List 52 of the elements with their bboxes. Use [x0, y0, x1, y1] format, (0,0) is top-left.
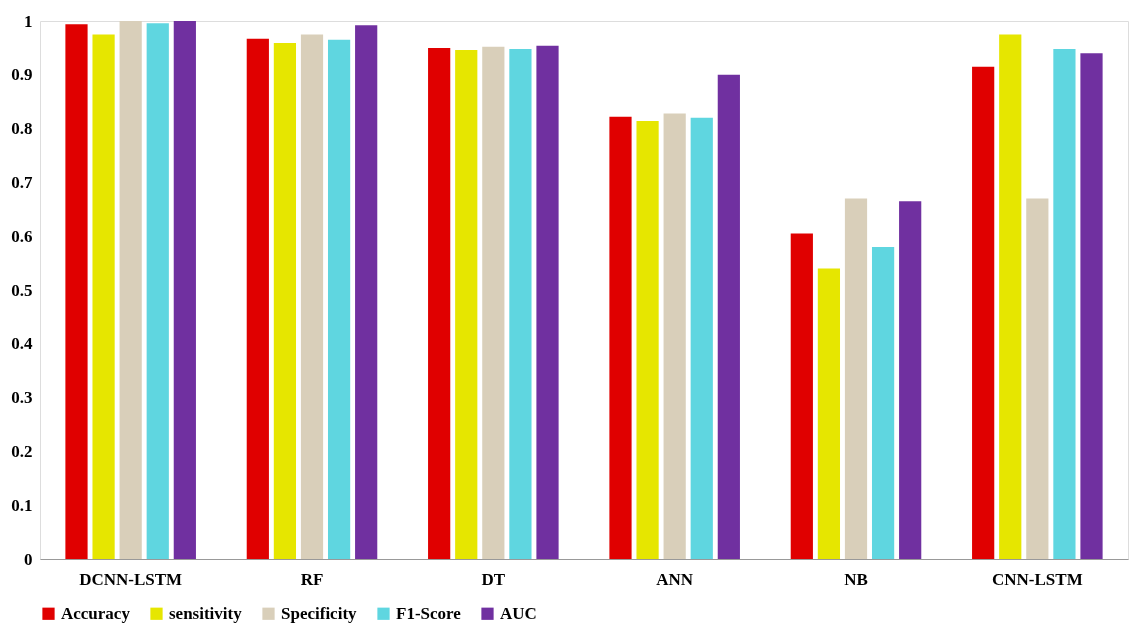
bar — [455, 50, 478, 559]
bar — [790, 233, 813, 559]
bar — [92, 34, 115, 559]
bar — [1080, 53, 1103, 559]
bar — [246, 38, 269, 559]
y-tick-label: 0.3 — [11, 388, 33, 408]
legend-label: AUC — [500, 603, 537, 623]
bar — [663, 113, 686, 559]
y-tick-label: 1 — [24, 11, 33, 31]
bar — [482, 46, 505, 559]
y-tick-label: 0.8 — [11, 119, 33, 139]
bar — [999, 34, 1022, 559]
y-tick-label: 0.9 — [11, 65, 33, 85]
bar — [536, 45, 559, 559]
bar — [1053, 48, 1076, 559]
x-tick-label: NB — [844, 569, 868, 589]
y-tick-label: 0.7 — [11, 172, 33, 192]
y-tick-label: 0.4 — [11, 334, 33, 354]
bar — [509, 48, 532, 559]
legend-label: sensitivity — [169, 603, 243, 623]
y-tick-label: 0.5 — [11, 280, 33, 300]
x-tick-label: ANN — [656, 569, 694, 589]
y-tick-label: 0 — [24, 549, 33, 569]
bar — [300, 34, 324, 559]
y-tick-label: 0.2 — [11, 441, 33, 461]
bar — [899, 201, 922, 559]
bar — [428, 47, 451, 559]
bar — [355, 25, 378, 559]
y-tick-label: 0.6 — [11, 226, 33, 246]
x-tick-label: DCNN-LSTM — [79, 569, 183, 589]
bar — [636, 121, 659, 559]
bar — [690, 117, 713, 559]
bar — [273, 43, 297, 559]
bar — [327, 39, 351, 559]
bar — [146, 23, 169, 559]
bar — [65, 24, 88, 559]
bar — [173, 21, 196, 559]
legend-label: Specificity — [281, 603, 358, 623]
bar — [1026, 198, 1049, 559]
bar — [717, 74, 740, 559]
bar — [972, 66, 995, 559]
x-tick-label: CNN-LSTM — [992, 569, 1083, 589]
legend-label: F1-Score — [396, 603, 462, 623]
bar — [871, 246, 895, 559]
bar — [817, 268, 841, 559]
bar — [119, 21, 142, 559]
x-tick-label: DT — [481, 569, 506, 589]
x-tick-label: RF — [300, 569, 324, 589]
bar — [609, 116, 632, 559]
y-tick-label: 0.1 — [11, 495, 33, 515]
bar — [844, 198, 868, 559]
legend-label: Accuracy — [61, 603, 131, 623]
